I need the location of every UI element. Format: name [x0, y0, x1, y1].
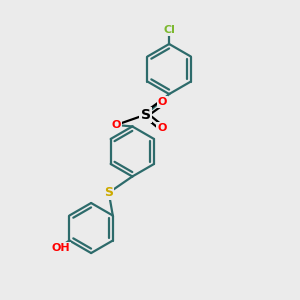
Text: O: O: [157, 123, 167, 133]
Text: Cl: Cl: [163, 25, 175, 35]
Text: OH: OH: [51, 243, 70, 253]
Text: O: O: [158, 97, 167, 107]
Text: O: O: [112, 120, 121, 130]
Text: S: S: [104, 186, 113, 199]
Text: S: S: [141, 108, 151, 122]
